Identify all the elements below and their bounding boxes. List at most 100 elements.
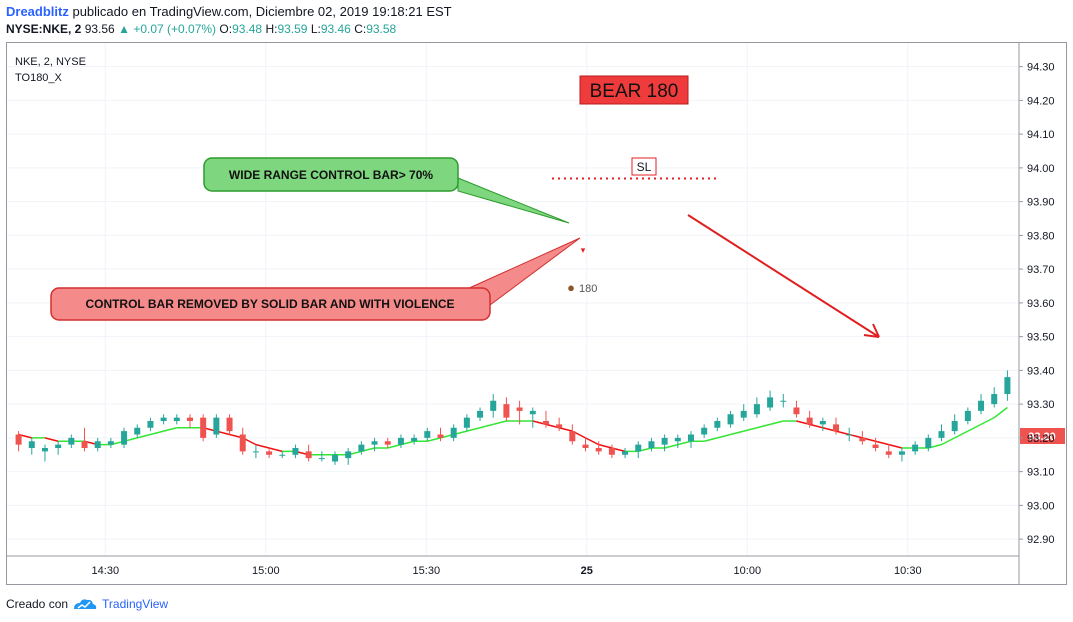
candle-body (872, 444, 879, 448)
up-triangle-icon: ▲ (118, 22, 130, 36)
overlays: SL BEAR 180 WIDE RANGE CONTROL BAR> 70% … (7, 43, 1065, 584)
ma-segment (743, 427, 758, 432)
candle-body (15, 434, 22, 445)
tradingview-logo-icon (74, 599, 97, 609)
candle-body (121, 431, 128, 445)
candle-body (266, 451, 273, 455)
ma-segment (941, 437, 956, 446)
candle-body (898, 451, 905, 455)
candle-body (595, 448, 602, 452)
candle-body (661, 437, 668, 445)
candle-body (622, 451, 629, 455)
author-name[interactable]: Dreadblitz (6, 4, 69, 19)
candle-body (490, 400, 497, 411)
candle-body (279, 454, 286, 456)
candle-body (463, 417, 470, 428)
change: +0.07 (+0.07%) (133, 22, 217, 36)
y-tick-label: 93.50 (1027, 332, 1055, 344)
y-tick-label: 94.30 (1027, 62, 1055, 74)
ma-segment (993, 406, 1008, 419)
candle-body (318, 458, 325, 460)
candle-body (556, 424, 563, 428)
candle-body (912, 444, 919, 452)
ma-segment (268, 447, 283, 453)
candle-body (687, 434, 694, 442)
candle-body (252, 451, 259, 453)
y-tick-label: 94.20 (1027, 95, 1055, 107)
candle-body (964, 410, 971, 421)
y-tick-label: 93.00 (1027, 500, 1055, 512)
candle-body (978, 400, 985, 411)
time-axis[interactable]: 14:30 15:00 15:30 25 10:00 10:30 (92, 565, 922, 577)
candle-body (186, 417, 193, 421)
ma-segment (769, 420, 784, 426)
last-price-badge (1020, 428, 1065, 444)
trend-arrow-line (687, 214, 880, 338)
candles (15, 370, 1011, 465)
low-label: L: (310, 22, 321, 36)
close-label: C: (354, 22, 367, 36)
candle-body (160, 417, 167, 421)
candle-body (1004, 377, 1011, 394)
candle-body (885, 451, 892, 455)
candle-body (41, 448, 48, 452)
x-tick-label: 25 (581, 565, 593, 577)
candle-body (358, 444, 365, 452)
callout-top-box (203, 157, 459, 192)
y-tick-label: 93.80 (1027, 230, 1055, 242)
legend-symbol: NKE, 2, NYSE (15, 56, 86, 68)
y-tick-label: 93.30 (1027, 399, 1055, 411)
candle-body (147, 421, 154, 428)
candle-body (793, 407, 800, 415)
ma-segment (717, 433, 731, 439)
ma-segment (809, 423, 824, 429)
y-tick-label: 93.60 (1027, 298, 1055, 310)
candle-body (727, 414, 734, 425)
candle-body (68, 437, 75, 445)
close-value: 93.58 (366, 22, 397, 36)
candle-body (674, 437, 681, 442)
footer: Creado con TradingView (6, 597, 168, 611)
candle-body (437, 434, 444, 438)
candle-body (753, 404, 760, 415)
y-tick-label: 93.40 (1027, 365, 1055, 377)
candle-body (938, 431, 945, 438)
ma-segment (427, 437, 441, 442)
bear-label: BEAR 180 (590, 81, 679, 102)
tradingview-link[interactable]: TradingView (102, 597, 169, 611)
ma-segment (255, 443, 270, 449)
ma-segment (677, 440, 692, 446)
candle-body (951, 421, 958, 432)
candle-body (200, 417, 207, 438)
ma-segment (835, 430, 850, 436)
candle-body (542, 421, 549, 425)
candle-body (28, 441, 35, 448)
low-value: 93.46 (320, 22, 351, 36)
ma-segment (730, 430, 744, 436)
y-tick-label: 93.20 (1027, 433, 1055, 445)
last-price-badge-text: 93.20 (1028, 431, 1056, 443)
candle-body (925, 437, 932, 448)
candle-body (107, 441, 114, 445)
candle-body (411, 437, 418, 442)
publish-line: Dreadblitz publicado en TradingView.com,… (6, 4, 452, 19)
candle-body (569, 431, 576, 442)
candle-body (292, 448, 299, 455)
candle-body (424, 431, 431, 438)
candle-body (213, 417, 220, 435)
y-tick-label: 92.90 (1027, 534, 1055, 546)
y-tick-label: 93.70 (1027, 264, 1055, 276)
ma-segment (387, 443, 402, 449)
price-chart[interactable]: SL BEAR 180 WIDE RANGE CONTROL BAR> 70% … (7, 43, 1066, 584)
candle-body (859, 437, 866, 442)
ma-segment (875, 440, 889, 446)
candle-body (134, 427, 141, 435)
ma-segment (466, 427, 481, 432)
candle-body (477, 410, 484, 418)
candle-body (582, 444, 589, 448)
down-marker-icon: ▾ (581, 245, 586, 255)
chart-frame[interactable]: SL BEAR 180 WIDE RANGE CONTROL BAR> 70% … (6, 42, 1067, 585)
candle-body (991, 394, 998, 405)
x-tick-label: 10:30 (894, 565, 922, 577)
price-axis[interactable]: 94.30 94.20 94.10 94.00 93.90 93.80 93.70 93.60… (1019, 62, 1055, 547)
